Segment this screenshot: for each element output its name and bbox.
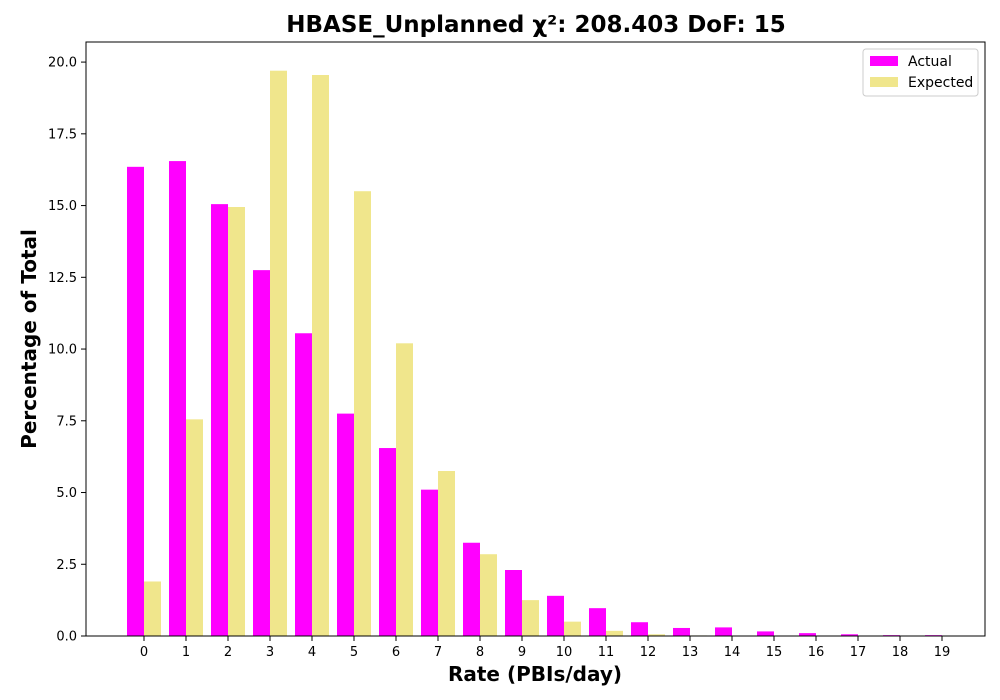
bar-actual-16	[799, 633, 816, 636]
x-tick-label: 8	[476, 645, 484, 660]
x-tick-label: 2	[224, 645, 232, 660]
bar-actual-10	[547, 595, 564, 636]
x-tick-label: 17	[850, 645, 867, 660]
legend-label-actual: Actual	[908, 54, 952, 70]
y-tick-label: 10.0	[48, 343, 77, 358]
x-tick-label: 4	[308, 645, 316, 660]
bar-expected-3	[270, 70, 287, 636]
x-tick-label: 10	[556, 645, 573, 660]
bar-expected-9	[522, 600, 539, 636]
y-tick-label: 0.0	[56, 630, 77, 645]
x-tick-label: 14	[724, 645, 741, 660]
bar-actual-14	[715, 627, 732, 636]
bar-actual-15	[757, 631, 774, 636]
x-tick-label: 1	[182, 645, 190, 660]
x-tick-label: 19	[934, 645, 951, 660]
bar-expected-0	[144, 581, 161, 636]
y-tick-label: 17.5	[48, 127, 77, 142]
y-tick-label: 7.5	[56, 414, 77, 429]
y-tick-label: 15.0	[48, 199, 77, 214]
x-tick-label: 0	[140, 645, 148, 660]
legend-swatch-actual	[870, 56, 898, 66]
bar-actual-12	[631, 622, 648, 636]
bar-expected-8	[480, 554, 497, 636]
x-tick-label: 18	[892, 645, 909, 660]
y-axis-ticks: 0.0 2.5 5.0 7.5 10.0 12.5 15.0 17.5 20.0	[48, 56, 86, 645]
x-tick-label: 7	[434, 645, 442, 660]
y-tick-label: 2.5	[56, 558, 77, 573]
bar-expected-6	[396, 343, 413, 636]
bar-actual-7	[421, 489, 438, 636]
bar-actual-3	[253, 270, 270, 636]
bar-actual-0	[127, 166, 144, 636]
x-tick-label: 3	[266, 645, 274, 660]
bar-expected-10	[564, 621, 581, 636]
bar-actual-9	[505, 570, 522, 636]
x-tick-label: 6	[392, 645, 400, 660]
bar-actual-6	[379, 448, 396, 636]
bar-expected-2	[228, 207, 245, 636]
x-tick-label: 11	[598, 645, 615, 660]
bar-expected-1	[186, 419, 203, 636]
bar-expected-12	[648, 634, 665, 636]
x-tick-label: 9	[518, 645, 526, 660]
plot-frame	[85, 41, 986, 637]
bar-actual-4	[295, 333, 312, 636]
x-tick-label: 13	[682, 645, 699, 660]
bar-actual-1	[169, 161, 186, 636]
y-tick-label: 12.5	[48, 271, 77, 286]
x-tick-label: 12	[640, 645, 657, 660]
bar-expected-4	[312, 75, 329, 636]
chart-title: HBASE_Unplanned χ²: 208.403 DoF: 15	[286, 12, 786, 38]
bar-actual-8	[463, 542, 480, 636]
x-tick-label: 15	[766, 645, 783, 660]
bar-actual-2	[211, 204, 228, 636]
legend: Actual Expected	[862, 48, 979, 97]
bar-expected-7	[438, 471, 455, 636]
x-axis-ticks: 0 1 2 3 4 5 6 7 8 9 10 11 12 13 14 15 16 17 18 19	[140, 636, 950, 660]
y-tick-label: 20.0	[48, 56, 77, 71]
bar-expected-11	[606, 630, 623, 636]
legend-swatch-expected	[870, 77, 898, 87]
legend-label-expected: Expected	[908, 75, 973, 91]
y-axis-label: Percentage of Total	[17, 229, 41, 449]
x-tick-label: 5	[350, 645, 358, 660]
bar-expected-5	[354, 191, 371, 636]
bar-actual-13	[673, 627, 690, 636]
bars-group	[127, 70, 942, 636]
x-tick-label: 16	[808, 645, 825, 660]
bar-actual-17	[841, 634, 858, 636]
x-axis-label: Rate (PBIs/day)	[448, 662, 622, 686]
bar-actual-11	[589, 608, 606, 636]
y-tick-label: 5.0	[56, 486, 77, 501]
bar-actual-5	[337, 413, 354, 636]
